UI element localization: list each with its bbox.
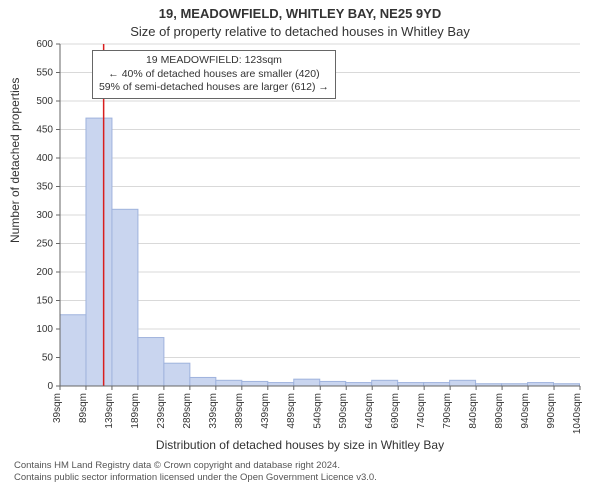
x-axis-label: Distribution of detached houses by size … <box>0 438 600 452</box>
annotation-line-2: ← 40% of detached houses are smaller (42… <box>99 68 329 82</box>
svg-text:840sqm: 840sqm <box>468 393 479 429</box>
svg-text:339sqm: 339sqm <box>208 393 219 429</box>
attribution-line-1: Contains HM Land Registry data © Crown c… <box>14 460 377 472</box>
svg-text:39sqm: 39sqm <box>52 393 63 423</box>
svg-text:450: 450 <box>36 125 53 136</box>
svg-text:600: 600 <box>36 39 53 50</box>
svg-text:489sqm: 489sqm <box>286 393 297 429</box>
svg-text:200: 200 <box>36 267 53 278</box>
svg-text:150: 150 <box>36 296 53 307</box>
svg-text:189sqm: 189sqm <box>130 393 141 429</box>
svg-text:439sqm: 439sqm <box>260 393 271 429</box>
attribution-line-2: Contains public sector information licen… <box>14 472 377 484</box>
svg-text:690sqm: 690sqm <box>390 393 401 429</box>
svg-text:300: 300 <box>36 210 53 221</box>
svg-text:289sqm: 289sqm <box>182 393 193 429</box>
svg-text:740sqm: 740sqm <box>416 393 427 429</box>
svg-text:640sqm: 640sqm <box>364 393 375 429</box>
annotation-line-3: 59% of semi-detached houses are larger (… <box>99 81 329 95</box>
svg-text:400: 400 <box>36 153 53 164</box>
chart-title: Size of property relative to detached ho… <box>0 24 600 39</box>
svg-text:239sqm: 239sqm <box>156 393 167 429</box>
svg-text:89sqm: 89sqm <box>78 393 89 423</box>
svg-text:990sqm: 990sqm <box>546 393 557 429</box>
svg-text:940sqm: 940sqm <box>520 393 531 429</box>
svg-text:350: 350 <box>36 182 53 193</box>
svg-text:590sqm: 590sqm <box>338 393 349 429</box>
y-axis-label: Number of detached properties <box>8 78 22 243</box>
svg-text:540sqm: 540sqm <box>312 393 323 429</box>
address-title: 19, MEADOWFIELD, WHITLEY BAY, NE25 9YD <box>0 6 600 21</box>
svg-text:0: 0 <box>47 381 53 392</box>
svg-text:100: 100 <box>36 324 53 335</box>
svg-text:389sqm: 389sqm <box>234 393 245 429</box>
annotation-box: 19 MEADOWFIELD: 123sqm ← 40% of detached… <box>92 50 336 99</box>
histogram-plot: 05010015020025030035040045050055060039sq… <box>59 44 581 442</box>
svg-text:50: 50 <box>42 353 54 364</box>
svg-text:500: 500 <box>36 96 53 107</box>
svg-text:1040sqm: 1040sqm <box>572 393 583 434</box>
svg-text:139sqm: 139sqm <box>104 393 115 429</box>
svg-text:890sqm: 890sqm <box>494 393 505 429</box>
chart-container: 19, MEADOWFIELD, WHITLEY BAY, NE25 9YD S… <box>0 0 600 500</box>
attribution-footer: Contains HM Land Registry data © Crown c… <box>14 460 377 484</box>
svg-text:250: 250 <box>36 239 53 250</box>
annotation-line-1: 19 MEADOWFIELD: 123sqm <box>99 54 329 68</box>
svg-text:790sqm: 790sqm <box>442 393 453 429</box>
svg-text:550: 550 <box>36 68 53 79</box>
